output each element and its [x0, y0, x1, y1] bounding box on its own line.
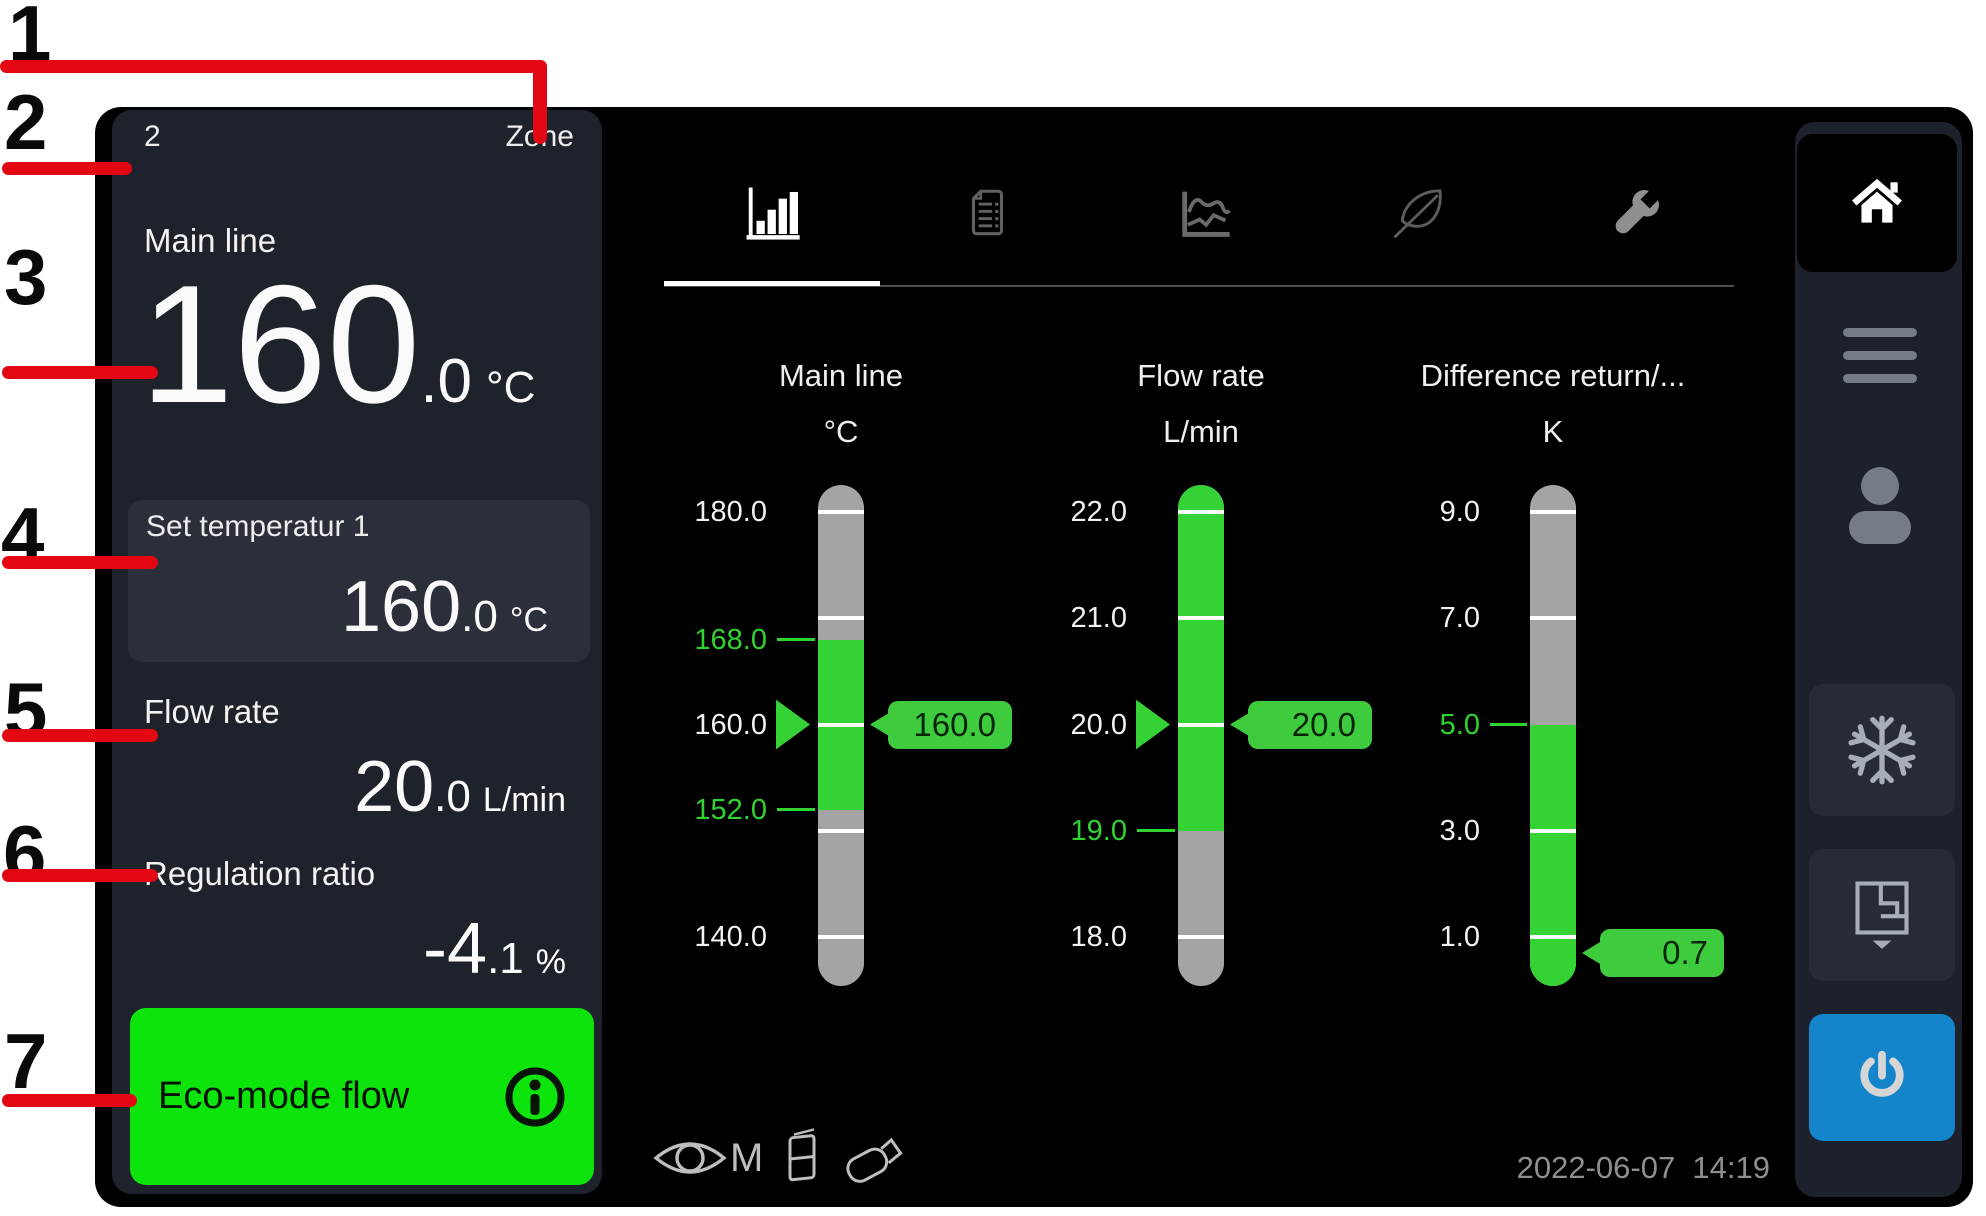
tab-divider — [664, 285, 1734, 287]
bar-chart-icon — [746, 187, 800, 240]
flow-int: 20 — [354, 747, 435, 827]
eco-mode-flow-button[interactable]: Eco-mode flow — [130, 1008, 594, 1185]
snowflake-icon — [1848, 715, 1916, 785]
callout-line-4 — [2, 556, 158, 569]
zone-number: 2 — [144, 120, 161, 153]
zone-select-button[interactable] — [1809, 849, 1955, 981]
callout-line-1-vertical — [533, 60, 547, 144]
cooling-button[interactable] — [1809, 684, 1955, 816]
memory-card-icon — [788, 1128, 816, 1182]
regulation-int: -4 — [423, 909, 488, 989]
callout-number-7: 7 — [4, 1017, 48, 1105]
callout-number-2: 2 — [4, 78, 48, 166]
info-icon — [505, 1067, 565, 1126]
report-icon — [971, 189, 1004, 236]
leaf-icon — [1393, 189, 1442, 239]
regulation-ratio-value: -4.1% — [423, 908, 566, 990]
power-icon — [1860, 1050, 1904, 1097]
eye-icon — [653, 1142, 727, 1174]
tab-eco[interactable] — [1375, 170, 1465, 256]
tab-overview[interactable] — [727, 170, 817, 256]
eco-mode-label: Eco-mode flow — [158, 1075, 410, 1117]
flow-rate-label: Flow rate — [144, 693, 280, 730]
set-temp-value: 160.0 °C — [341, 566, 548, 648]
tab-service[interactable] — [1591, 170, 1681, 256]
active-tab-underline — [664, 281, 880, 286]
home-icon — [1852, 178, 1902, 223]
home-button[interactable] — [1797, 134, 1957, 272]
main-value-int: 160 — [140, 250, 421, 438]
tab-trend[interactable] — [1159, 170, 1249, 256]
set-temp-int: 160 — [341, 567, 462, 647]
trend-icon — [1182, 191, 1231, 237]
wrench-icon — [1615, 190, 1659, 234]
set-temperature-tile[interactable]: Set temperatur 1 160.0 °C — [128, 500, 590, 662]
datetime-display: 2022-06-07 14:19 — [1516, 1150, 1770, 1185]
user-button[interactable] — [1810, 467, 1950, 547]
callout-line-1 — [0, 60, 547, 73]
regulation-unit: % — [535, 943, 566, 981]
usb-stick-icon — [846, 1137, 903, 1183]
flow-dec: .0 — [434, 772, 471, 821]
flow-rate-value: 20.0 L/min — [354, 746, 566, 828]
power-button[interactable] — [1809, 1014, 1955, 1141]
status-icons: M — [648, 1118, 938, 1203]
menu-button[interactable] — [1810, 328, 1950, 398]
callout-line-7 — [2, 1094, 137, 1107]
callout-line-3 — [2, 366, 158, 379]
callout-line-6 — [2, 869, 158, 882]
zone-layout-icon — [1855, 881, 1909, 949]
set-temp-label: Set temperatur 1 — [146, 510, 370, 543]
main-line-label: Main line — [144, 222, 277, 259]
callout-line-5 — [2, 729, 158, 742]
set-temp-dec: .0 — [461, 592, 498, 641]
regulation-ratio-label: Regulation ratio — [144, 855, 376, 892]
tab-report[interactable] — [943, 170, 1033, 256]
callout-line-2 — [2, 162, 132, 175]
set-temp-unit: °C — [509, 601, 548, 639]
callout-number-3: 3 — [4, 233, 48, 321]
main-value-dec: .0 — [420, 347, 473, 416]
regulation-dec: .1 — [487, 934, 524, 983]
main-line-value: 160.0 °C — [140, 260, 535, 428]
monitor-mode-letter: M — [730, 1136, 763, 1180]
flow-unit: L/min — [482, 781, 566, 819]
main-value-unit: °C — [486, 363, 536, 412]
zone-status-panel[interactable]: 2 Zone Main line 160.0°C Set temperatur … — [112, 110, 602, 1194]
